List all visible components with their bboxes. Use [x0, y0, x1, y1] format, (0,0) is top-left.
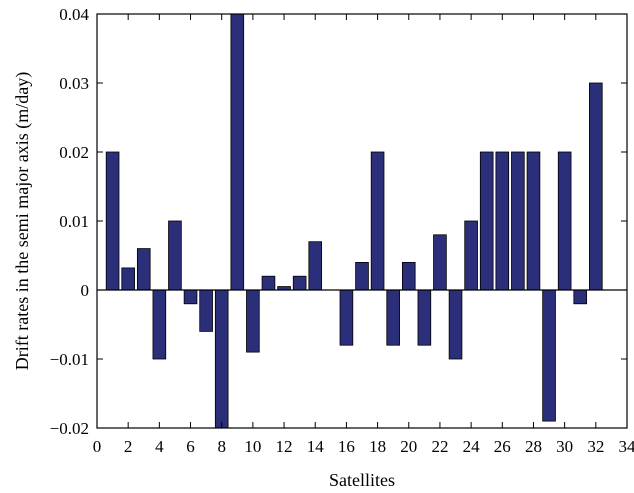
y-tick-label-6: 0.04: [59, 5, 89, 24]
bar-satellite-10: [246, 289, 260, 353]
bar-satellite-23: [448, 289, 463, 360]
bar-satellite-24: [464, 220, 478, 291]
bar-satellite-9: [230, 13, 245, 291]
bar-satellite-6: [183, 289, 198, 305]
bar-satellite-31: [573, 289, 588, 305]
bar-satellite-3: [136, 248, 151, 291]
bar-satellite-17: [355, 261, 369, 291]
bar-satellite-2: [121, 267, 135, 291]
bar-satellite-18: [370, 151, 385, 291]
bar-satellite-22: [433, 234, 447, 291]
y-tick-label-5: 0.03: [59, 74, 89, 93]
bar-satellite-5: [168, 220, 182, 291]
x-tick-label-18: 18: [369, 437, 386, 456]
bar-satellite-19: [386, 289, 400, 346]
y-axis-ticks: −0.02 −0.01 0 0.01 0.02 0.03 0.04: [50, 5, 627, 438]
y-tick-label-1: −0.01: [50, 350, 89, 369]
y-axis-label: Drift rates in the semi major axis (m/da…: [12, 72, 33, 370]
y-tick-label-0: −0.02: [50, 419, 89, 438]
bar-satellite-21: [417, 289, 432, 346]
x-tick-label-14: 14: [307, 437, 325, 456]
x-tick-label-34: 34: [619, 437, 634, 456]
x-tick-label-20: 20: [400, 437, 417, 456]
x-tick-label-30: 30: [556, 437, 573, 456]
bar-satellite-25: [479, 151, 494, 291]
x-tick-label-0: 0: [93, 437, 102, 456]
x-tick-label-8: 8: [217, 437, 226, 456]
y-tick-label-3: 0.01: [59, 212, 89, 231]
bar-satellite-4: [152, 289, 167, 360]
bar-satellite-7: [199, 289, 213, 332]
x-tick-label-22: 22: [431, 437, 448, 456]
bar-satellite-29: [542, 289, 556, 422]
bar-satellite-1: [105, 151, 120, 291]
bar-satellite-26: [495, 151, 510, 291]
x-tick-label-32: 32: [587, 437, 604, 456]
x-tick-label-12: 12: [276, 437, 293, 456]
bar-satellite-14: [308, 241, 323, 291]
bar-satellite-20: [401, 261, 416, 291]
x-axis-label: Satellites: [329, 470, 395, 490]
bar-satellite-28: [526, 151, 541, 291]
x-tick-label-10: 10: [244, 437, 261, 456]
x-tick-label-2: 2: [124, 437, 133, 456]
x-tick-label-28: 28: [525, 437, 542, 456]
y-tick-label-2: 0: [81, 281, 90, 300]
x-tick-label-4: 4: [155, 437, 164, 456]
x-tick-label-24: 24: [463, 437, 481, 456]
bar-satellite-27: [511, 151, 525, 291]
bar-satellite-30: [557, 151, 572, 291]
bar-satellite-16: [339, 289, 354, 346]
bar-satellite-11: [261, 275, 276, 291]
bars-group: [105, 13, 603, 429]
x-tick-label-26: 26: [494, 437, 511, 456]
x-axis-ticks: 0 2 4 6 8 10 12 14 16 18 20 22 24 26 28 30 32 34: [93, 14, 634, 456]
bar-satellite-32: [589, 82, 603, 291]
x-tick-label-6: 6: [186, 437, 195, 456]
y-tick-label-4: 0.02: [59, 143, 89, 162]
bar-satellite-8: [214, 289, 229, 429]
bar-satellite-13: [292, 275, 307, 291]
x-tick-label-16: 16: [338, 437, 355, 456]
